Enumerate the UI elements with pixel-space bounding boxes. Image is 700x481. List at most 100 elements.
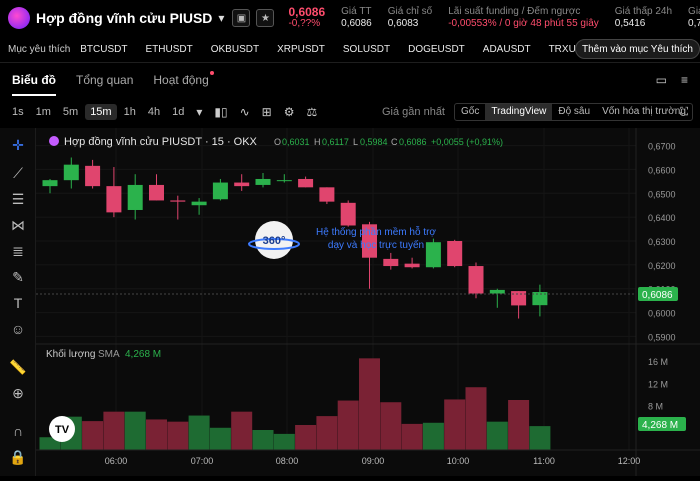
candle-type-icon[interactable]: ▮▯	[214, 105, 228, 119]
legend-h-label: H	[314, 137, 321, 147]
add-favorite-button[interactable]: Thêm vào mục Yêu thích	[575, 39, 700, 59]
favorite-item[interactable]: ETHUSDT	[145, 43, 193, 55]
favorite-item[interactable]: ADAUSDT	[482, 43, 531, 55]
stat-label: Giá TT	[341, 6, 372, 17]
timeframe-4h[interactable]: 4h	[147, 106, 161, 118]
emoji-icon[interactable]: ☺	[10, 321, 26, 337]
volume-bar	[124, 411, 146, 450]
lock-icon[interactable]: 🔒	[9, 449, 27, 465]
candle-body	[298, 178, 314, 188]
candle-body	[383, 258, 399, 267]
candle-body	[425, 242, 441, 268]
time-tick: 09:00	[362, 456, 385, 466]
volume-bar	[529, 426, 551, 450]
pattern-icon[interactable]: ⋈	[11, 217, 25, 233]
layout-icon[interactable]: ▭	[655, 73, 667, 87]
price-tag-bg	[638, 287, 678, 301]
magnet-icon[interactable]: ∩	[12, 423, 24, 439]
view-tradingview[interactable]: TradingView	[485, 104, 553, 120]
tab-chart[interactable]: Biểu đồ	[12, 72, 56, 96]
instrument-header: Hợp đồng vĩnh cửu PIUSD ▾ ▣ ★ 0,6086 -0,…	[0, 0, 700, 36]
view-market-cap[interactable]: Vốn hóa thị trường	[602, 106, 686, 117]
horizontal-lines-icon[interactable]: ☰	[11, 191, 25, 207]
scale-icon[interactable]: ⚖	[306, 105, 318, 119]
price-tick: 0,6500	[648, 189, 676, 199]
chart-area[interactable]: 0,6700 0,6600 0,6500 0,6400 0,6300 0,6200 0,61…	[36, 128, 700, 476]
candle-body	[106, 186, 122, 213]
candle-body	[63, 164, 79, 181]
price-scale: 0,67000,66000,65000,64000,63000,62000,61…	[648, 142, 676, 343]
legend-c-label: C	[391, 137, 398, 147]
candle-body	[170, 200, 186, 202]
volume-legend: Khối lượng SMA 4,268 M	[46, 348, 161, 360]
timeframe-5m[interactable]: 5m	[62, 106, 79, 118]
stat-label: Lãi suất funding / Đếm ngược	[448, 6, 581, 17]
stat-index-price: Giá chỉ số 0,6083	[388, 6, 432, 30]
candle-body	[532, 292, 548, 306]
timeframe-1s[interactable]: 1s	[12, 106, 24, 118]
candle-body	[404, 263, 420, 268]
timeframe-1d[interactable]: 1d	[172, 106, 185, 118]
stat-label: Giá cao 24h	[688, 6, 700, 17]
watermark-orbit	[248, 238, 300, 250]
watermark: 360° Hệ thống phần mềm hỗ trợ dạy và học…	[248, 221, 436, 259]
legend-o-label: O	[274, 137, 281, 147]
brush-icon[interactable]: ✎	[12, 269, 24, 285]
tab-overview[interactable]: Tổng quan	[76, 72, 134, 87]
volume-bar	[231, 411, 253, 450]
drawing-toolbar: ✛ ⟋ ☰ ⋈ ≣ ✎ T ☺ 📏 ⊕ ∩ 🔒	[0, 128, 36, 476]
favorite-item[interactable]: TRXUSDT	[548, 43, 596, 55]
view-original[interactable]: Gốc	[461, 106, 480, 117]
candle-body	[127, 184, 143, 210]
fullscreen-icon[interactable]: ⛶	[680, 106, 688, 118]
favorite-item[interactable]: DOGEUSDT	[408, 43, 465, 55]
ruler-icon[interactable]: 📏	[9, 359, 27, 375]
favorite-item[interactable]: OKBUSDT	[210, 43, 260, 55]
indicators-icon[interactable]: ∿	[239, 105, 250, 119]
chevron-down-icon[interactable]: ▾	[218, 11, 225, 25]
layout-grid-icon[interactable]: ⊞	[261, 105, 272, 119]
volume-tick: 16 M	[648, 357, 668, 367]
candle-body	[85, 165, 101, 187]
price-tag: 0,6086	[638, 287, 678, 301]
settings-icon[interactable]: ⚙	[283, 105, 295, 119]
view-depth[interactable]: Độ sâu	[558, 106, 591, 117]
info-icon[interactable]: ▣	[232, 9, 251, 27]
chart-toolbar: 1s 1m 5m 15m 1h 4h 1d ▾ ▮▯ ∿ ⊞ ⚙ ⚖ Giá g…	[0, 100, 700, 124]
candle-body	[234, 182, 250, 187]
menu-icon[interactable]: ≡	[680, 73, 688, 87]
timeframe-15m[interactable]: 15m	[85, 104, 117, 120]
candle-body	[340, 202, 356, 226]
pair-name[interactable]: Hợp đồng vĩnh cửu PIUSD	[36, 10, 213, 26]
trend-line-icon[interactable]: ⟋	[13, 165, 23, 181]
text-icon[interactable]: T	[13, 295, 23, 311]
tradingview-badge	[49, 416, 75, 442]
favorite-item[interactable]: BTCUSDT	[80, 43, 128, 55]
timeframe-1m[interactable]: 1m	[35, 106, 51, 118]
volume-tick: 12 M	[648, 379, 668, 389]
zoom-in-icon[interactable]: ⊕	[12, 385, 24, 401]
timeframe-1h[interactable]: 1h	[123, 106, 136, 118]
crosshair-icon[interactable]: ✛	[12, 137, 24, 153]
timeframe-dropdown-icon[interactable]: ▾	[196, 105, 203, 119]
fib-icon[interactable]: ≣	[12, 243, 24, 259]
tab-activity[interactable]: Hoạt động	[153, 70, 214, 87]
legend-change: +0,0055 (+0,91%)	[431, 137, 503, 147]
time-tick: 12:00	[618, 456, 641, 466]
volume-bar	[401, 423, 423, 450]
volume-bar	[444, 399, 466, 450]
volume-bar	[146, 419, 167, 450]
favorite-item[interactable]: SOLUSDT	[342, 43, 391, 55]
chart-svg[interactable]: 0,6700 0,6600 0,6500 0,6400 0,6300 0,6200 0,61…	[36, 128, 700, 476]
candle-body	[362, 224, 377, 258]
tradingview-logo: TV	[49, 416, 75, 442]
volume-scale: 16 M 12 M 8 M	[648, 357, 668, 411]
tab-activity-label: Hoạt động	[153, 72, 209, 87]
legend-low: 0,5984	[360, 137, 388, 147]
favorite-item[interactable]: XRPUSDT	[277, 43, 325, 55]
legend-open: 0,6031	[282, 137, 310, 147]
candle-body	[468, 266, 484, 294]
star-icon[interactable]: ★	[256, 9, 275, 27]
volume-bar	[422, 422, 444, 450]
price-source-select[interactable]: Giá gần nhất	[382, 106, 445, 118]
